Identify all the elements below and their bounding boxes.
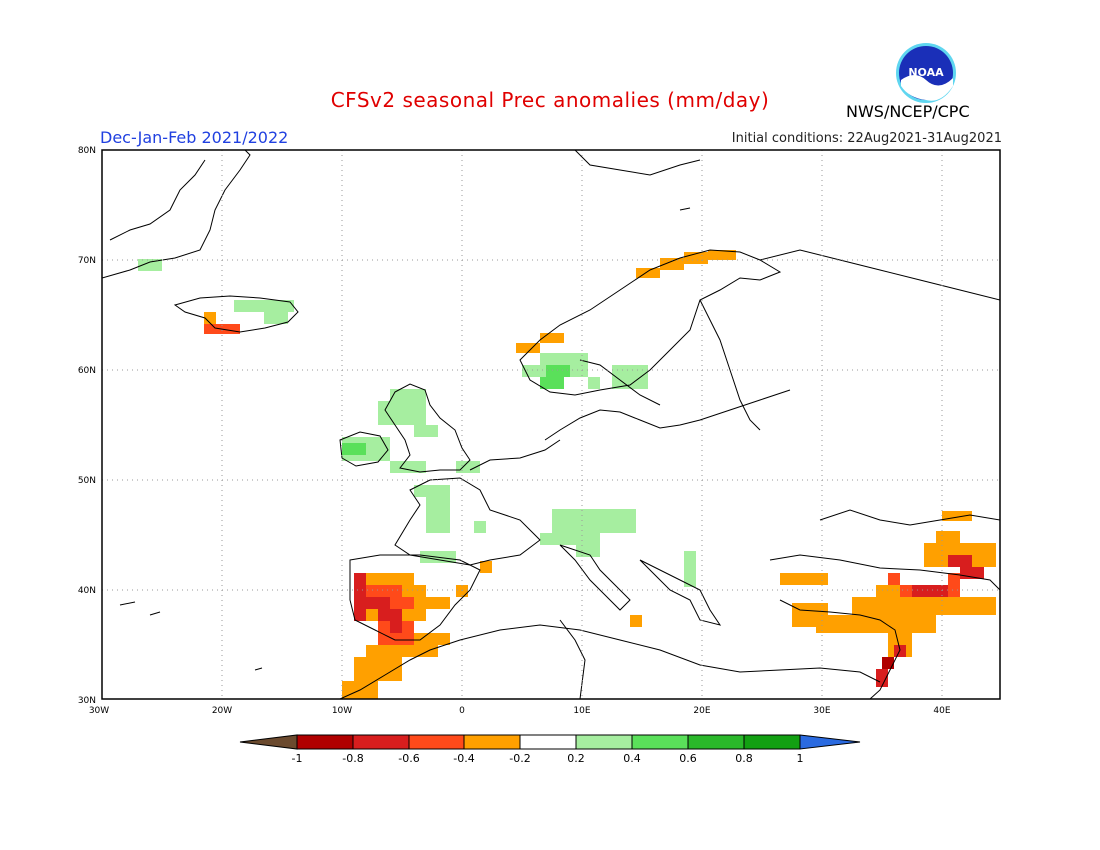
- colorbar-swatch: [352, 734, 410, 750]
- noaa-logo: NOAA: [896, 43, 956, 103]
- colorbar-tick-label: 0.4: [623, 752, 641, 765]
- lon-tick-label: 20W: [212, 706, 232, 716]
- colorbar-swatch: [743, 734, 801, 750]
- map-frame: [101, 149, 1001, 700]
- lon-tick-label: 20E: [693, 706, 710, 716]
- lat-tick-label: 80N: [78, 146, 96, 156]
- colorbar-tick-label: 0.6: [679, 752, 697, 765]
- colorbar-swatch: [687, 734, 745, 750]
- agency-label: NWS/NCEP/CPC: [846, 102, 970, 121]
- colorbar-max-arrow: [799, 734, 861, 750]
- lat-axis: 30N 40N 50N 60N 70N 80N: [78, 146, 96, 706]
- colorbar-min-arrow: [239, 734, 298, 750]
- lat-tick-label: 70N: [78, 256, 96, 266]
- colorbar-tick-label: -0.6: [398, 752, 419, 765]
- colorbar-ticks: -1 -0.8 -0.6 -0.4 -0.2 0.2 0.4 0.6 0.8 1: [292, 752, 804, 765]
- colorbar-swatch: [519, 734, 577, 750]
- noaa-logo-text: NOAA: [908, 66, 944, 79]
- lon-tick-label: 30E: [813, 706, 830, 716]
- lat-tick-label: 60N: [78, 366, 96, 376]
- colorbar-tick-label: -0.8: [342, 752, 363, 765]
- colorbar-tick-label: 0.8: [735, 752, 753, 765]
- colorbar-swatch: [631, 734, 689, 750]
- lon-axis: 30W 20W 10W 0 10E 20E 30E 40E: [89, 706, 951, 716]
- colorbar-swatch: [408, 734, 465, 750]
- colorbar-tick-label: 1: [797, 752, 804, 765]
- lat-tick-label: 50N: [78, 476, 96, 486]
- colorbar-swatch: [575, 734, 633, 750]
- lat-tick-label: 40N: [78, 586, 96, 596]
- lat-tick-label: 30N: [78, 696, 96, 706]
- colorbar-tick-label: -0.4: [453, 752, 474, 765]
- colorbar-tick-label: 0.2: [567, 752, 585, 765]
- lon-tick-label: 40E: [933, 706, 950, 716]
- anomaly-shading: [138, 250, 996, 699]
- lon-tick-label: 10E: [573, 706, 590, 716]
- colorbar-swatch: [463, 734, 521, 750]
- lon-tick-label: 0: [459, 706, 465, 716]
- initial-conditions-label: Initial conditions: 22Aug2021-31Aug2021: [731, 131, 1002, 146]
- colorbar: [239, 734, 861, 750]
- coastlines: [102, 150, 1000, 699]
- season-label: Dec-Jan-Feb 2021/2022: [100, 128, 289, 147]
- colorbar-tick-label: -0.2: [509, 752, 530, 765]
- lon-tick-label: 10W: [332, 706, 352, 716]
- map-title: CFSv2 seasonal Prec anomalies (mm/day): [330, 88, 770, 112]
- colorbar-swatch: [296, 734, 354, 750]
- lon-tick-label: 30W: [89, 706, 109, 716]
- colorbar-tick-label: -1: [292, 752, 303, 765]
